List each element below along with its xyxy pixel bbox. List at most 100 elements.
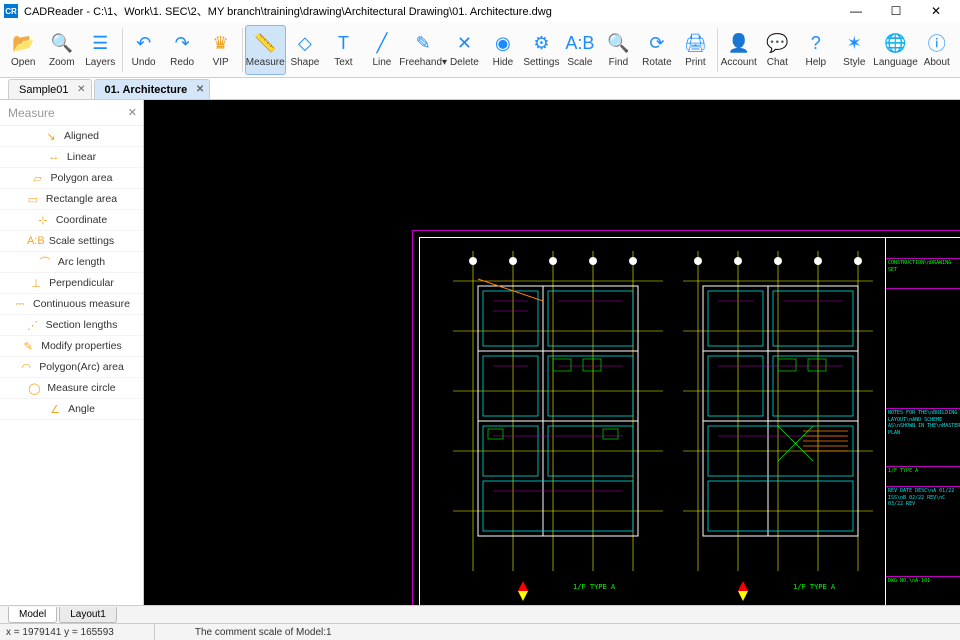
window-controls: — ☐ ✕: [836, 0, 956, 22]
compass-rose-1: [513, 581, 533, 601]
measure-item-scale-settings[interactable]: A:B Scale settings: [0, 231, 143, 252]
zoom-button[interactable]: 🔍Zoom: [43, 25, 82, 75]
scale-label: Scale: [567, 57, 592, 68]
open-button[interactable]: 📂Open: [4, 25, 43, 75]
document-tab-label: Sample01: [19, 84, 69, 96]
measure-item-polygon-arc-area[interactable]: ◠Polygon(Arc) area: [0, 357, 143, 378]
line-icon: ╱: [370, 31, 394, 55]
rotate-button[interactable]: ⟳ Rotate: [638, 25, 677, 75]
vip-label: VIP: [213, 57, 229, 68]
print-button[interactable]: 🖨Print: [676, 25, 715, 75]
document-tab-1[interactable]: 01. Architecture ✕: [94, 79, 211, 99]
toolbar-separator: [717, 28, 718, 72]
settings-button[interactable]: ⚙Settings: [522, 25, 561, 75]
language-button[interactable]: 🌐Language: [874, 25, 918, 75]
help-button[interactable]: ?Help: [797, 25, 836, 75]
measure-item-continuous-measure[interactable]: ⎓Continuous measure: [0, 294, 143, 315]
measure-item-label: Continuous measure: [33, 298, 130, 310]
measure-item-label: Scale settings: [49, 235, 114, 247]
title-block: CONSTRUCTION\nDRAWING SET NOTES FOR THE\…: [885, 237, 960, 605]
find-icon: 🔍: [606, 31, 630, 55]
measure-item-label: Perpendicular: [49, 277, 114, 289]
window-title: CADReader - C:\1、Work\1. SEC\2、MY branch…: [24, 3, 836, 19]
drawing-sheet-1: CONSTRUCTION\nDRAWING SET NOTES FOR THE\…: [412, 230, 960, 605]
about-button[interactable]: ⓘAbout: [918, 25, 957, 75]
freehand-icon: ✎: [411, 31, 435, 55]
redo-button[interactable]: ↷Redo: [163, 25, 202, 75]
measure-item-label: Aligned: [64, 130, 99, 142]
measure-item-aligned[interactable]: ↘ Aligned: [0, 126, 143, 147]
tab-close-icon[interactable]: ✕: [196, 84, 204, 95]
vip-icon: ♛: [209, 31, 233, 55]
layout-tab-model[interactable]: Model: [8, 607, 57, 623]
measure-item-polygon-area[interactable]: ▱Polygon area: [0, 168, 143, 189]
tab-close-icon[interactable]: ✕: [77, 84, 85, 95]
freehand-button[interactable]: ✎ Freehand▾: [401, 25, 445, 75]
rotate-label: Rotate: [642, 57, 671, 68]
open-label: Open: [11, 57, 35, 68]
account-label: Account: [721, 57, 757, 68]
measure-item-label: Coordinate: [56, 214, 107, 226]
layers-button[interactable]: ☰Layers: [81, 25, 120, 75]
measure-item-icon: ⌒: [38, 255, 52, 269]
minimize-button[interactable]: —: [836, 0, 876, 22]
drawing-canvas[interactable]: CONSTRUCTION\nDRAWING SET NOTES FOR THE\…: [144, 100, 960, 605]
measure-item-rectangle-area[interactable]: ▭Rectangle area: [0, 189, 143, 210]
undo-button[interactable]: ↶ Undo: [124, 25, 163, 75]
about-icon: ⓘ: [925, 31, 949, 55]
line-button[interactable]: ╱ Line: [363, 25, 402, 75]
measure-item-modify-properties[interactable]: ✎Modify properties: [0, 336, 143, 357]
title-bar: CR CADReader - C:\1、Work\1. SEC\2、MY bra…: [0, 0, 960, 22]
document-tab-strip: Sample01 ✕ 01. Architecture ✕: [0, 78, 960, 100]
measure-item-label: Modify properties: [41, 340, 122, 352]
account-icon: 👤: [727, 31, 751, 55]
layout-tab-layout1[interactable]: Layout1: [59, 607, 117, 623]
measure-item-perpendicular[interactable]: ⊥Perpendicular: [0, 273, 143, 294]
status-coordinates: x = 1979141 y = 165593: [6, 624, 155, 640]
measure-label: Measure: [246, 57, 285, 68]
scale-icon: A:B: [568, 31, 592, 55]
zoom-icon: 🔍: [50, 31, 74, 55]
account-button[interactable]: 👤 Account: [720, 25, 759, 75]
text-button[interactable]: TText: [324, 25, 363, 75]
measure-item-icon: A:B: [29, 234, 43, 248]
measure-item-section-lengths[interactable]: ⋰ Section lengths: [0, 315, 143, 336]
close-button[interactable]: ✕: [916, 0, 956, 22]
measure-item-measure-circle[interactable]: ◯Measure circle: [0, 378, 143, 399]
undo-label: Undo: [132, 57, 156, 68]
scale-button[interactable]: A:B Scale: [561, 25, 600, 75]
delete-button[interactable]: ✕Delete: [445, 25, 484, 75]
toolbar-separator: [242, 28, 243, 72]
document-tab-label: 01. Architecture: [105, 84, 188, 96]
hide-button[interactable]: ◉Hide: [484, 25, 523, 75]
measure-item-linear[interactable]: ↔Linear: [0, 147, 143, 168]
measure-panel: Measure ✕ ↘Aligned↔Linear▱Polygon area▭R…: [0, 100, 144, 605]
freehand-label: Freehand▾: [399, 57, 447, 68]
vip-button[interactable]: ♛ VIP: [201, 25, 240, 75]
measure-item-icon: ↘: [44, 129, 58, 143]
document-tab-0[interactable]: Sample01 ✕: [8, 79, 92, 99]
measure-icon: 📏: [253, 31, 277, 55]
measure-item-label: Section lengths: [46, 319, 118, 331]
line-label: Line: [372, 57, 391, 68]
measure-panel-close[interactable]: ✕: [128, 106, 137, 119]
shape-button[interactable]: ◇Shape: [286, 25, 325, 75]
style-label: Style: [843, 57, 865, 68]
maximize-button[interactable]: ☐: [876, 0, 916, 22]
measure-item-label: Angle: [68, 403, 95, 415]
find-button[interactable]: 🔍Find: [599, 25, 638, 75]
style-button[interactable]: ✶Style: [835, 25, 874, 75]
measure-item-icon: ⋰: [26, 318, 40, 332]
rotate-icon: ⟳: [645, 31, 669, 55]
undo-icon: ↶: [132, 31, 156, 55]
measure-button[interactable]: 📏 Measure: [245, 25, 286, 75]
measure-item-arc-length[interactable]: ⌒Arc length: [0, 252, 143, 273]
print-icon: 🖨: [683, 31, 707, 55]
status-scale: The comment scale of Model:1: [195, 627, 332, 638]
measure-item-angle[interactable]: ∠Angle: [0, 399, 143, 420]
measure-item-coordinate[interactable]: ⊹Coordinate: [0, 210, 143, 231]
redo-icon: ↷: [170, 31, 194, 55]
language-label: Language: [873, 57, 918, 68]
plan-label-1: 1/F TYPE A: [573, 583, 615, 591]
chat-button[interactable]: 💬Chat: [758, 25, 797, 75]
